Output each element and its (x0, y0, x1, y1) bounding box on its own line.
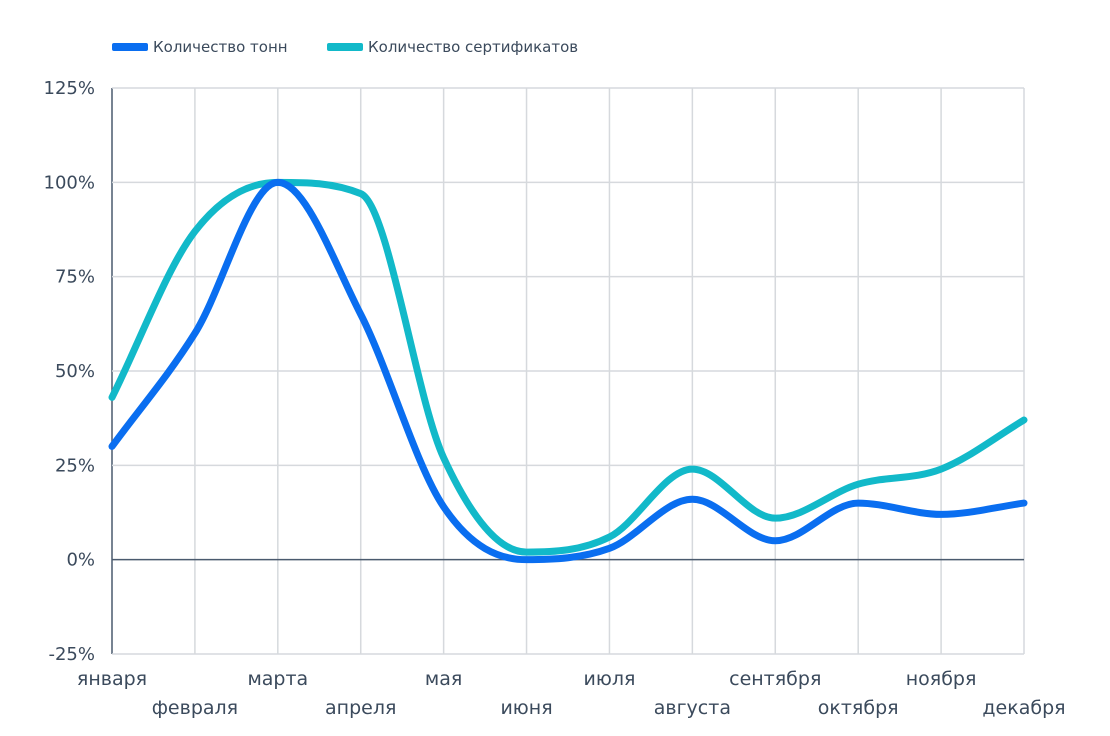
legend-item-tonnes[interactable]: Количество тонн (112, 38, 288, 56)
legend-label-tonnes: Количество тонн (153, 38, 288, 56)
legend-label-certificates: Количество сертификатов (368, 38, 578, 56)
series-line-tonnes[interactable] (108, 178, 1028, 564)
x-tick-label: декабря (982, 697, 1065, 719)
legend-item-certificates[interactable]: Количество сертификатов (327, 38, 578, 56)
y-tick-label: 25% (55, 455, 95, 476)
x-tick-label: ноября (906, 668, 977, 690)
x-tick-label: июля (583, 668, 635, 690)
x-tick-label: января (77, 668, 147, 690)
y-tick-label: 125% (44, 78, 95, 99)
legend-swatch-tonnes (112, 43, 148, 51)
y-tick-label: 75% (55, 267, 95, 288)
y-tick-label: 100% (44, 172, 95, 193)
y-tick-label: -25% (48, 644, 95, 665)
x-tick-label: июня (500, 697, 552, 719)
y-tick-label: 0% (66, 550, 95, 571)
x-tick-label: апреля (325, 697, 396, 719)
legend-swatch-certificates (327, 43, 363, 51)
x-tick-label: октября (818, 697, 899, 719)
series-line-certificates[interactable] (108, 178, 1028, 556)
series-lines (108, 178, 1028, 564)
y-axis-ticks: 125% 100% 75% 50% 25% 0% -25% (44, 78, 95, 665)
x-tick-label: марта (247, 668, 308, 690)
chart-legend: Количество тонн Количество сертификатов (112, 38, 578, 56)
x-tick-label: августа (654, 697, 731, 719)
grid (111, 87, 1025, 655)
x-tick-label: сентября (729, 668, 821, 690)
x-tick-label: мая (425, 668, 462, 690)
x-tick-label: февраля (152, 697, 238, 719)
y-tick-label: 50% (55, 361, 95, 382)
